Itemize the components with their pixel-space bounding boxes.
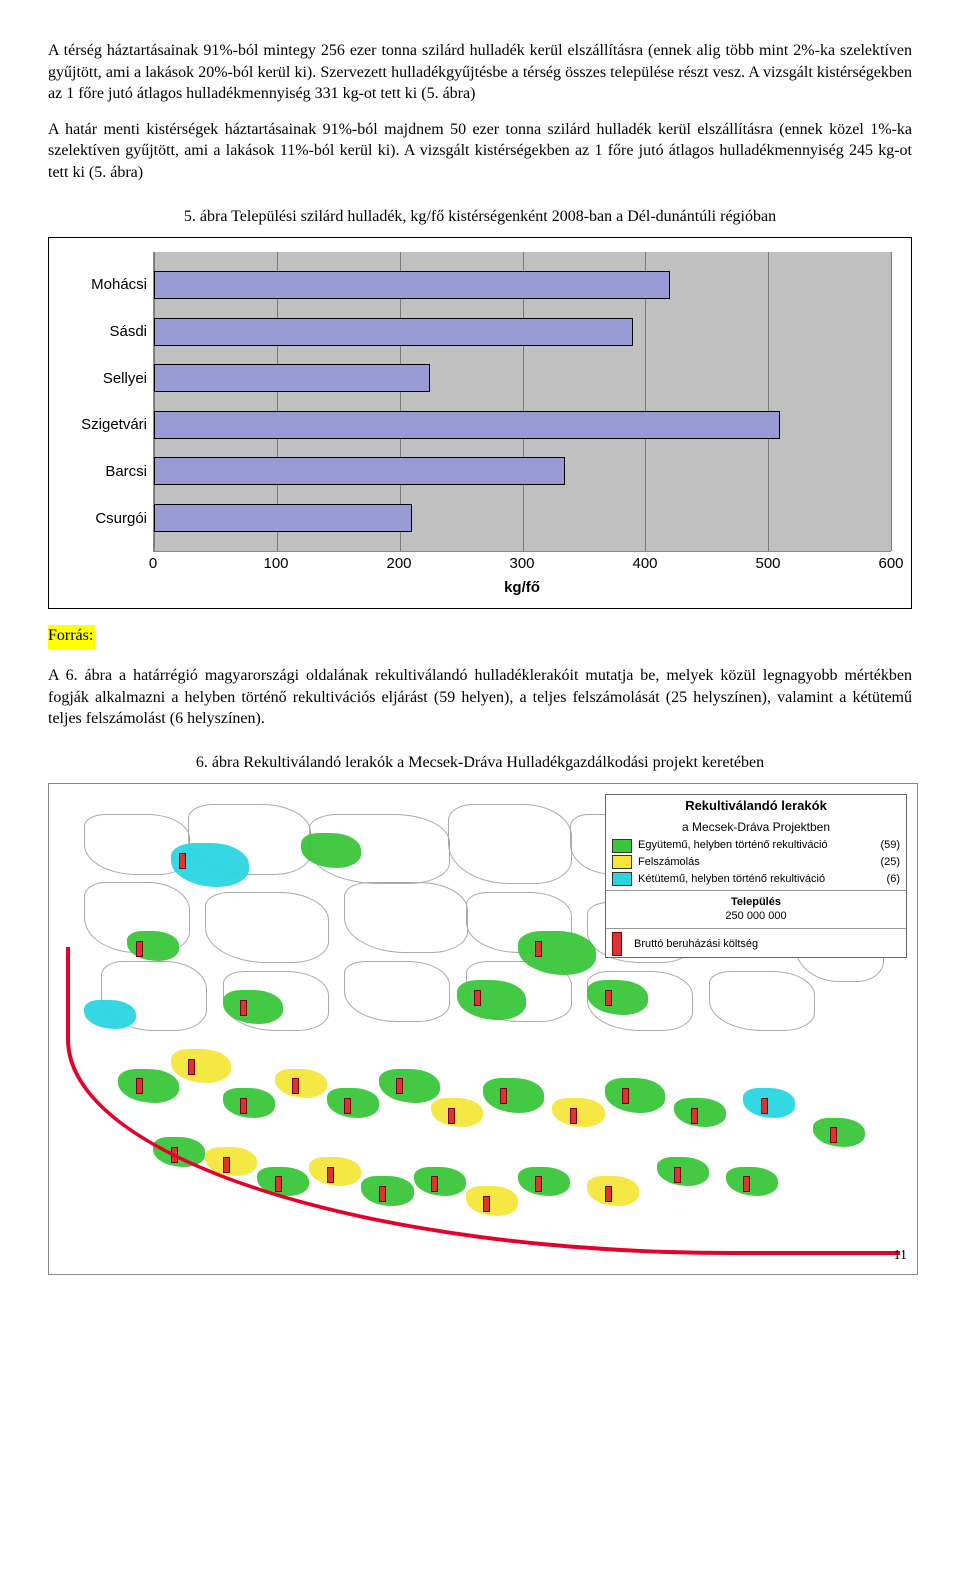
x-axis-label: kg/fő — [153, 578, 891, 598]
category-label: Sásdi — [63, 309, 153, 355]
paragraph-2: A határ menti kistérségek háztartásainak… — [48, 119, 912, 184]
legend-count: (25) — [874, 855, 900, 870]
chart-bar — [154, 364, 430, 392]
chart-caption: 5. ábra Települési szilárd hulladék, kg/… — [48, 206, 912, 228]
category-label: Csurgói — [63, 496, 153, 542]
legend-sub-value: 250 000 000 — [612, 909, 900, 924]
legend-row: Felszámolás (25) — [606, 854, 906, 871]
chart-bar — [154, 318, 633, 346]
chart-bar — [154, 504, 412, 532]
legend-title-1: Rekultiválandó lerakók — [606, 795, 906, 817]
legend-red-label: Bruttó beruházási költség — [634, 937, 900, 952]
legend-swatch — [612, 855, 632, 869]
legend-sub-title: Település — [612, 895, 900, 910]
chart-bar — [154, 411, 780, 439]
chart-bar — [154, 457, 565, 485]
legend-count: (6) — [874, 872, 900, 887]
legend-title-2: a Mecsek-Dráva Projektben — [606, 817, 906, 837]
x-tick-label: 0 — [149, 554, 157, 574]
x-tick-label: 300 — [509, 554, 534, 574]
legend-row: Kétütemű, helyben történő rekultiváció (6… — [606, 871, 906, 888]
category-label: Szigetvári — [63, 402, 153, 448]
legend-label: Kétütemű, helyben történő rekultiváció — [638, 872, 868, 887]
category-label: Barcsi — [63, 449, 153, 495]
legend-label: Együtemű, helyben történő rekultiváció — [638, 838, 868, 853]
red-cost-icon — [612, 932, 622, 956]
x-tick-label: 200 — [386, 554, 411, 574]
x-tick-label: 400 — [632, 554, 657, 574]
chart-container: MohácsiSásdiSellyeiSzigetváriBarcsiCsurg… — [48, 237, 912, 609]
map-caption: 6. ábra Rekultiválandó lerakók a Mecsek-… — [48, 752, 912, 774]
chart-bar — [154, 271, 670, 299]
map-container: Rekultiválandó lerakók a Mecsek-Dráva Pr… — [48, 783, 918, 1275]
legend-row: Együtemű, helyben történő rekultiváció (5… — [606, 837, 906, 854]
paragraph-3: A 6. ábra a határrégió magyarországi old… — [48, 665, 912, 730]
x-tick-label: 100 — [263, 554, 288, 574]
category-label: Sellyei — [63, 356, 153, 402]
category-label: Mohácsi — [63, 262, 153, 308]
x-tick-label: 600 — [878, 554, 903, 574]
paragraph-1: A térség háztartásainak 91%-ból mintegy … — [48, 40, 912, 105]
source-label: Forrás: — [48, 625, 95, 649]
page-number: 11 — [894, 1247, 907, 1266]
legend-count: (59) — [874, 838, 900, 853]
map-legend: Rekultiválandó lerakók a Mecsek-Dráva Pr… — [605, 794, 907, 958]
x-tick-label: 500 — [755, 554, 780, 574]
legend-swatch — [612, 872, 632, 886]
legend-label: Felszámolás — [638, 855, 868, 870]
legend-swatch — [612, 839, 632, 853]
